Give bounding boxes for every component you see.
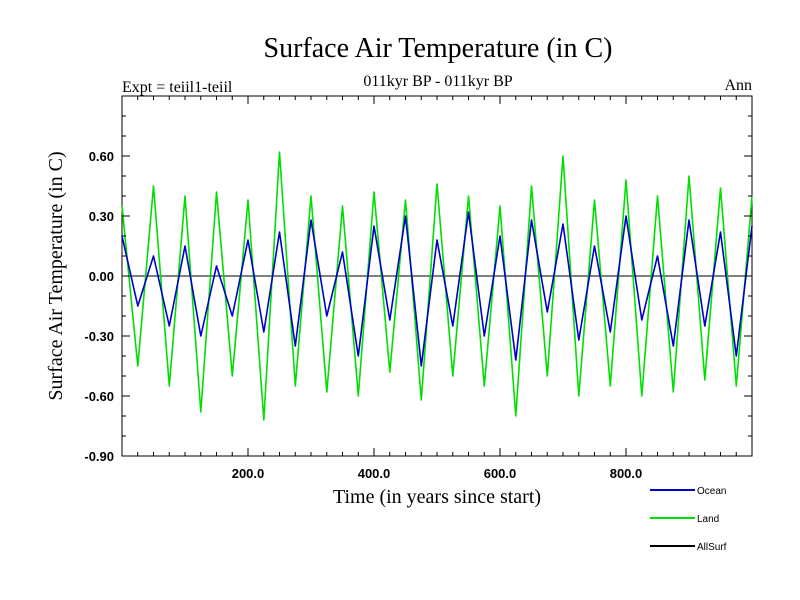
legend-item-allsurf: AllSurf bbox=[650, 542, 727, 553]
x-tick-label: 400.0 bbox=[358, 466, 391, 481]
x-tick-label: 600.0 bbox=[484, 466, 517, 481]
ticks-layer: 200.0 400.0 600.0 800.0 -0.90 -0.60 -0.30 0.00 0… bbox=[84, 95, 752, 481]
legend-item-ocean: Ocean bbox=[650, 486, 726, 497]
y-tick-label: -0.60 bbox=[84, 389, 114, 404]
y-axis-label: Surface Air Temperature (in C) bbox=[45, 151, 67, 400]
y-tick-label: -0.90 bbox=[84, 449, 114, 464]
chart-title: Surface Air Temperature (in C) bbox=[264, 33, 613, 64]
y-tick-label: -0.30 bbox=[84, 329, 114, 344]
legend-label: Ocean bbox=[697, 486, 726, 497]
series-layer bbox=[121, 151, 753, 421]
y-tick-label: 0.00 bbox=[89, 269, 114, 284]
series-line-land bbox=[121, 151, 753, 421]
x-tick-label: 200.0 bbox=[232, 466, 265, 481]
y-tick-label: 0.60 bbox=[89, 149, 114, 164]
legend-label: AllSurf bbox=[697, 542, 727, 553]
y-tick-label: 0.30 bbox=[89, 209, 114, 224]
series-line-ocean bbox=[121, 211, 753, 367]
chart-subtitle: 011kyr BP - 011kyr BP bbox=[363, 73, 512, 90]
x-tick-label: 800.0 bbox=[610, 466, 643, 481]
legend-item-land: Land bbox=[650, 514, 719, 525]
x-axis-label: Time (in years since start) bbox=[333, 486, 541, 508]
season-label: Ann bbox=[724, 77, 752, 94]
legend: Ocean Land AllSurf bbox=[650, 486, 727, 553]
experiment-label: Expt = teiil1-teiil bbox=[122, 79, 233, 96]
legend-label: Land bbox=[697, 514, 719, 525]
plot-area: 200.0 400.0 600.0 800.0 -0.90 -0.60 -0.30 0.00 0… bbox=[84, 95, 753, 481]
